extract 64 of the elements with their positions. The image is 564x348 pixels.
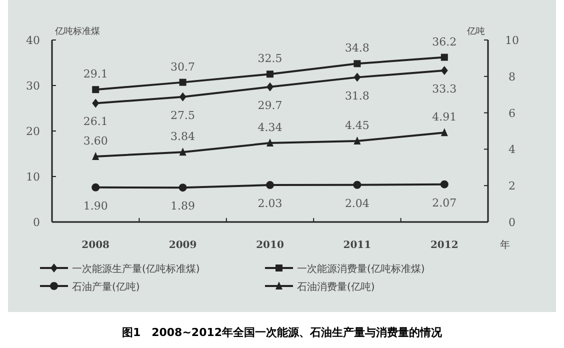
data-label: 1.89 [170,200,196,213]
point [354,72,361,82]
data-label: 3.84 [170,130,196,144]
x-tick-label: 2012 [430,240,458,251]
x-tick-label: 2010 [256,240,284,251]
point [266,138,274,147]
y2-tick-label: 10 [505,34,519,47]
legend-label: 一次能源消费量(亿吨标准煤) [297,263,425,275]
x-axis-title: 年 [500,239,510,251]
x-tick-label: 2008 [82,240,110,251]
data-label: 4.45 [344,119,370,132]
data-label: 33.3 [432,82,457,96]
y-tick-label: 30 [26,80,40,92]
data-label: 4.91 [432,110,457,124]
data-label: 2.04 [344,196,370,210]
y-tick-label: 10 [26,170,40,184]
point [92,152,100,160]
y2-tick-label: 8 [508,70,516,84]
caption: 图1 2008~2012年全国一次能源、石油生产量与消费量的情况 [122,326,444,339]
point [92,86,100,94]
data-label: 31.8 [344,89,370,102]
point [266,181,274,190]
point [440,54,448,61]
y2-tick-label: 6 [508,106,516,120]
point [178,184,187,192]
point [92,98,100,108]
point [266,70,274,78]
y-axis-title: 亿吨标准煤 [54,26,100,37]
data-label: 29.7 [258,98,282,112]
data-label: 30.7 [170,60,196,74]
legend-label: 石油消费量(亿吨) [297,281,375,293]
data-label: 2.07 [432,196,457,210]
x-tick-label: 2009 [168,240,197,251]
point [440,128,448,136]
y-tick-label: 40 [26,34,40,47]
point [92,183,100,192]
data-label: 29.1 [83,68,108,81]
y2-tick-label: 4 [508,143,516,156]
point [179,78,186,86]
data-label: 27.5 [170,108,196,122]
data-label: 4.34 [258,121,282,134]
data-label: 36.2 [432,35,457,48]
legend-label: 一次能源生产量(亿吨标准煤) [72,263,200,275]
data-label: 3.60 [83,134,108,148]
data-label: 34.8 [344,42,370,55]
point [179,148,186,156]
point [440,66,448,75]
point [354,136,361,145]
data-label: 26.1 [83,115,108,128]
point [179,92,186,102]
point [266,82,274,92]
x-tick-label: 2011 [343,240,372,251]
y-tick-label: 0 [33,216,40,229]
y2-axis-title: 亿吨 [466,26,485,37]
data-label: 2.03 [258,197,282,210]
data-label: 32.5 [258,52,282,66]
data-label: 1.90 [83,199,108,212]
legend-label: 石油产量(亿吨) [72,281,140,293]
y-tick-label: 20 [26,125,40,138]
y2-tick-label: 0 [508,216,516,229]
point [440,180,448,188]
point [354,60,361,68]
y2-tick-label: 2 [508,180,516,193]
point [353,180,362,189]
